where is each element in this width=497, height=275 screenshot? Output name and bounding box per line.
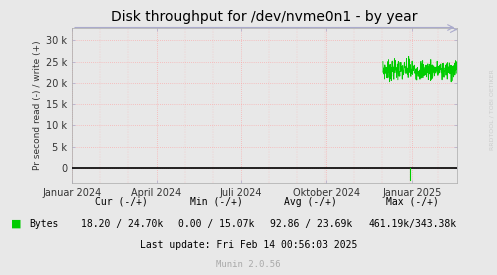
Text: ■: ■ <box>11 219 21 229</box>
Text: 0.00 / 15.07k: 0.00 / 15.07k <box>178 219 254 229</box>
Text: 18.20 / 24.70k: 18.20 / 24.70k <box>81 219 163 229</box>
Text: Bytes: Bytes <box>29 219 58 229</box>
Text: Min (-/+): Min (-/+) <box>190 197 243 207</box>
Text: RRDTOOL / TOBI OETIKER: RRDTOOL / TOBI OETIKER <box>490 70 495 150</box>
Text: Max (-/+): Max (-/+) <box>386 197 439 207</box>
Text: 461.19k/343.38k: 461.19k/343.38k <box>368 219 457 229</box>
Text: Cur (-/+): Cur (-/+) <box>95 197 148 207</box>
Text: Last update: Fri Feb 14 00:56:03 2025: Last update: Fri Feb 14 00:56:03 2025 <box>140 240 357 249</box>
Text: Avg (-/+): Avg (-/+) <box>284 197 337 207</box>
Text: 92.86 / 23.69k: 92.86 / 23.69k <box>269 219 352 229</box>
Title: Disk throughput for /dev/nvme0n1 - by year: Disk throughput for /dev/nvme0n1 - by ye… <box>111 10 418 24</box>
Text: Munin 2.0.56: Munin 2.0.56 <box>216 260 281 269</box>
Y-axis label: Pr second read (-) / write (+): Pr second read (-) / write (+) <box>33 40 42 170</box>
